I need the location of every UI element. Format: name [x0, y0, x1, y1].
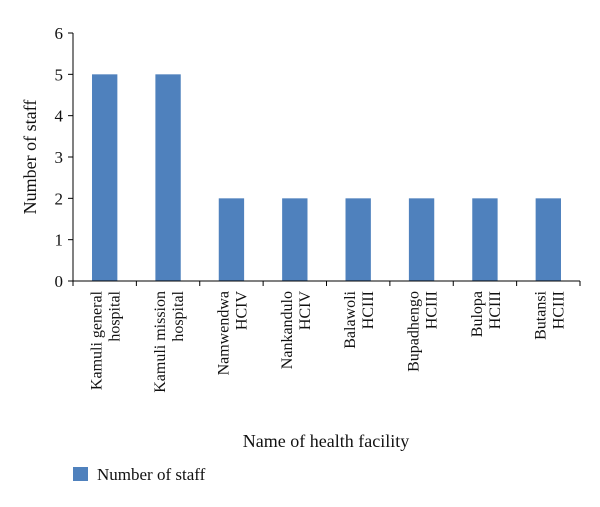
x-category-label: Kamuli general [89, 290, 106, 390]
x-axis-category-labels: Kamuli general hospital Kamuli mission hosp… [72, 281, 581, 393]
y-tick-label: 5 [55, 65, 64, 84]
bar [535, 198, 561, 281]
bar [218, 198, 245, 281]
x-category-label: Bupadhengo [406, 291, 423, 372]
y-tick-label: 6 [55, 24, 64, 43]
legend: Number of staff [73, 465, 206, 484]
x-category-label: HCIII [424, 291, 441, 329]
x-axis-title: Name of health facility [243, 431, 409, 451]
y-tick-label: 2 [55, 189, 64, 208]
x-category-label: HCIV [233, 291, 250, 331]
x-category-label: hospital [107, 290, 124, 341]
x-category-label: Nankandulo [279, 291, 296, 369]
bar [155, 74, 181, 281]
bar [472, 198, 498, 281]
y-tick-label: 0 [55, 272, 64, 291]
y-axis-title: Number of staff [20, 100, 40, 215]
x-category-label: Butansi [532, 290, 549, 339]
bar [408, 198, 435, 281]
x-category-label: HCIV [297, 291, 314, 331]
y-axis-ticks: 0 1 2 3 4 5 6 [55, 24, 73, 291]
x-category-label: Bulopa [469, 291, 486, 337]
x-category-label: HCIII [487, 291, 504, 329]
x-category-label: Namwendwa [215, 291, 232, 375]
x-category-label: HCIII [550, 291, 567, 329]
legend-label: Number of staff [97, 465, 206, 484]
bar [92, 74, 118, 281]
y-tick-label: 1 [55, 231, 64, 250]
bar [282, 198, 308, 281]
x-category-label: HCIII [360, 291, 377, 329]
bar [345, 198, 371, 281]
bars-group [92, 74, 561, 281]
x-category-label: Kamuli mission [152, 291, 169, 393]
y-tick-label: 3 [55, 148, 64, 167]
x-category-label: hospital [170, 290, 187, 341]
y-tick-label: 4 [55, 107, 64, 126]
legend-swatch [73, 467, 88, 481]
x-category-label: Balawoli [342, 290, 359, 348]
